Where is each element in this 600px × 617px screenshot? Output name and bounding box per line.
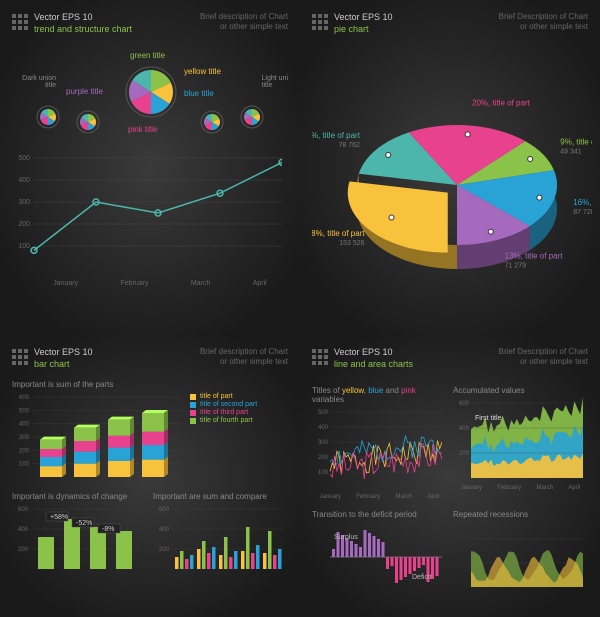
svg-text:300: 300 [318,440,329,446]
svg-text:16%, title of part: 16%, title of part [573,198,592,207]
svg-text:300: 300 [19,435,30,441]
mini-pie-1 [36,105,60,129]
svg-text:28%, title of part: 28%, title of part [312,229,365,238]
svg-text:500: 500 [318,410,329,416]
panel-line-area: Vector EPS 10 line and area charts Brief… [300,335,600,617]
brand-label: Vector EPS 10 [34,347,93,359]
pink-label: pink title [128,125,157,134]
svg-text:600: 600 [459,401,470,407]
svg-text:400: 400 [18,177,30,184]
svg-text:500: 500 [19,409,30,415]
pie-3d-chart: 28%, title of part 153 526 14%, title of p… [312,45,592,315]
multiline-chart: 100 200 300 400 500 [312,407,442,492]
recession-chart [453,522,583,592]
grid-icon [12,349,28,365]
svg-text:71 279: 71 279 [505,263,527,270]
svg-text:87 728: 87 728 [573,209,592,216]
svg-text:14%, title of part: 14%, title of part [312,131,361,140]
svg-text:400: 400 [459,426,470,432]
panel-title: bar chart [34,359,93,371]
svg-text:49 341: 49 341 [560,149,582,156]
dark-union-label: Dark uniontitle [16,75,56,89]
panel-desc: Brief Description of Chartor other simpl… [499,12,588,35]
panel-title: trend and structure chart [34,24,132,36]
svg-text:200: 200 [18,221,30,228]
svg-text:600: 600 [159,507,170,513]
svg-text:400: 400 [318,425,329,431]
svg-text:20%, title of part: 20%, title of part [472,99,531,108]
svg-text:200: 200 [159,547,170,553]
svg-text:200: 200 [318,455,329,461]
area-x: JanuaryFebruaryMarchApril [453,485,588,491]
main-pie-chart [124,65,178,119]
stacked-legend: title of parttitle of second parttitle o… [190,392,257,482]
svg-text:200: 200 [19,449,30,455]
purple-label: purple title [66,87,103,96]
svg-text:9%, title of part: 9%, title of part [560,138,592,147]
svg-text:-52%: -52% [76,520,92,527]
svg-text:600: 600 [18,507,29,513]
svg-text:100: 100 [19,462,30,468]
brand-label: Vector EPS 10 [334,347,413,359]
sub-deficit: Transition to the deficit period [312,510,447,519]
panel-desc: Brief description of Chartor other simpl… [200,347,288,370]
svg-text:+58%: +58% [50,514,68,521]
deficit-chart: Surplus Deficit [312,522,442,592]
svg-text:Deficit: Deficit [412,574,432,581]
grid-icon [12,14,28,30]
sub-area: Accumulated values [453,386,588,395]
svg-text:153 526: 153 526 [339,240,364,247]
svg-text:100: 100 [318,470,329,476]
svg-text:400: 400 [18,527,29,533]
mini-pie-2 [76,110,100,134]
panel-trend-structure: Vector EPS 10 trend and structure chart … [0,0,300,335]
sub-stacked: Important is sum of the parts [12,380,288,389]
panel-desc: Brief Description of Chartor other simpl… [499,347,588,370]
sub-recession: Repeated recessions [453,510,588,519]
svg-text:400: 400 [19,422,30,428]
line-chart: 100 200 300 400 500 [12,153,282,278]
svg-text:600: 600 [19,395,30,401]
panel-title: pie chart [334,24,393,36]
area-chart: 200 400 600 First title [453,398,583,483]
svg-text:-8%: -8% [102,526,114,533]
grid-icon [312,349,328,365]
svg-text:13%, title of part: 13%, title of part [505,252,564,261]
sub-dynamics: Important is dynamics of change [12,492,147,501]
mini-pie-3 [200,110,224,134]
brand-label: Vector EPS 10 [334,12,393,24]
brand-label: Vector EPS 10 [34,12,132,24]
dynamics-chart: 200 400 600 +58% -52% -8% [12,504,142,574]
panel-pie: Vector EPS 10 pie chart Brief Descriptio… [300,0,600,335]
svg-text:First title: First title [475,415,502,422]
line-x-axis: JanuaryFebruaryMarchApril [12,280,288,287]
svg-text:500: 500 [18,155,30,162]
panel-desc: Brief description of Chartor other simpl… [200,12,288,35]
light-union-label: Light unititle [262,75,288,89]
green-label: green title [130,51,165,60]
stacked-bar-chart: 100 200 300 400 500 600 [12,392,182,482]
yellow-label: yellow title [184,67,221,76]
panel-title: line and area charts [334,359,413,371]
svg-text:78 762: 78 762 [338,142,360,149]
sub-multiline: Titles of yellow, blue and pink variable… [312,386,447,404]
svg-text:Surplus: Surplus [334,534,358,541]
sub-grouped: Important are sum and compare [153,492,288,501]
mini-pie-4 [240,105,264,129]
svg-text:200: 200 [459,451,470,457]
grouped-bar-chart: 200 400 600 [153,504,283,574]
panel-bar: Vector EPS 10 bar chart Brief descriptio… [0,335,300,617]
svg-text:400: 400 [159,527,170,533]
grid-icon [312,14,328,30]
blue-label: blue title [184,89,214,98]
multiline-x: JanuaryFebruaryMarchApril [312,494,447,500]
svg-text:300: 300 [18,199,30,206]
svg-text:100: 100 [18,243,30,250]
svg-text:200: 200 [18,547,29,553]
